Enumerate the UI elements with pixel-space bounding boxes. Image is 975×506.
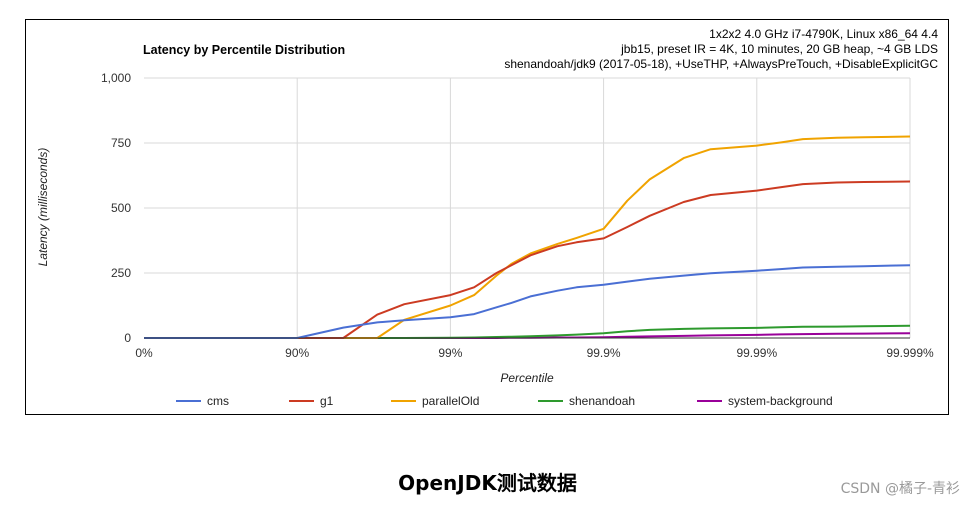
series-line-g1 xyxy=(144,180,911,339)
subtitle-line: jbb15, preset IR = 4K, 10 minutes, 20 GB… xyxy=(620,42,938,56)
grid-lines xyxy=(144,77,911,338)
chart-frame xyxy=(25,19,949,415)
series-lines xyxy=(144,135,911,339)
series-line-parallelOld xyxy=(144,135,911,339)
y-tick-label: 750 xyxy=(111,136,131,150)
y-tick-label: 250 xyxy=(111,266,131,280)
figure-caption: OpenJDK测试数据 xyxy=(398,471,577,495)
series-line-shenandoah xyxy=(144,324,911,339)
y-axis-label: Latency (milliseconds) xyxy=(36,148,50,267)
chart-subtitle: 1x2x2 4.0 GHz i7-4790K, Linux x86_64 4.4… xyxy=(504,27,938,71)
axes: 0 250 500 750 1,000 0% 90% 99% 99.9% 99.99% 99.999… xyxy=(101,71,934,360)
legend-label-shenandoah: shenandoah xyxy=(569,394,635,408)
y-tick-label: 0 xyxy=(124,331,131,345)
y-tick-label: 500 xyxy=(111,201,131,215)
watermark: CSDN @橘子-青衫 xyxy=(840,481,960,497)
chart-title: Latency by Percentile Distribution xyxy=(143,43,345,57)
series-line-cms xyxy=(144,264,911,339)
legend-label-system-background: system-background xyxy=(728,394,833,408)
y-tick-label: 1,000 xyxy=(101,71,131,85)
x-tick-label: 99% xyxy=(438,346,462,360)
x-axis-label: Percentile xyxy=(500,371,554,385)
subtitle-line: 1x2x2 4.0 GHz i7-4790K, Linux x86_64 4.4 xyxy=(709,27,938,41)
x-tick-label: 0% xyxy=(135,346,153,360)
subtitle-line: shenandoah/jdk9 (2017-05-18), +UseTHP, +… xyxy=(504,57,938,71)
x-tick-label: 99.999% xyxy=(886,346,934,360)
x-tick-label: 99.9% xyxy=(587,346,621,360)
legend-label-g1: g1 xyxy=(320,394,334,408)
legend-label-cms: cms xyxy=(207,394,229,408)
x-tick-label: 90% xyxy=(285,346,309,360)
x-tick-label: 99.99% xyxy=(736,346,777,360)
legend: cms g1 parallelOld shenandoah system-backgro… xyxy=(176,394,833,408)
legend-label-parallelOld: parallelOld xyxy=(422,394,479,408)
